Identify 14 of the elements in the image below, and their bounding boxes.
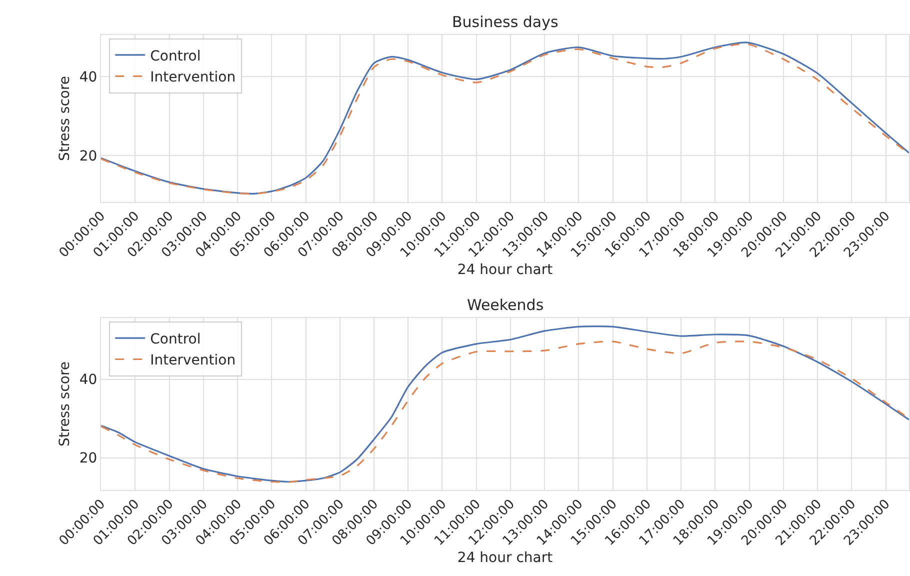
- y-tick-label: 20: [79, 450, 98, 467]
- y-axis-title: Stress score: [57, 361, 74, 447]
- x-axis-title: 24 hour chart: [457, 262, 554, 278]
- x-axis-title: 24 hour chart: [457, 550, 554, 566]
- y-tick-label: 40: [79, 69, 98, 86]
- y-tick-label: 20: [79, 148, 98, 165]
- legend-label: Control: [150, 48, 201, 64]
- y-axis-title: Stress score: [57, 76, 74, 162]
- chart-title: Weekends: [467, 296, 544, 314]
- legend-label: Control: [150, 332, 201, 348]
- legend-label: Intervention: [150, 352, 236, 369]
- chart-title: Business days: [452, 13, 559, 31]
- legend-label: Intervention: [150, 70, 236, 86]
- y-tick-label: 40: [79, 372, 98, 388]
